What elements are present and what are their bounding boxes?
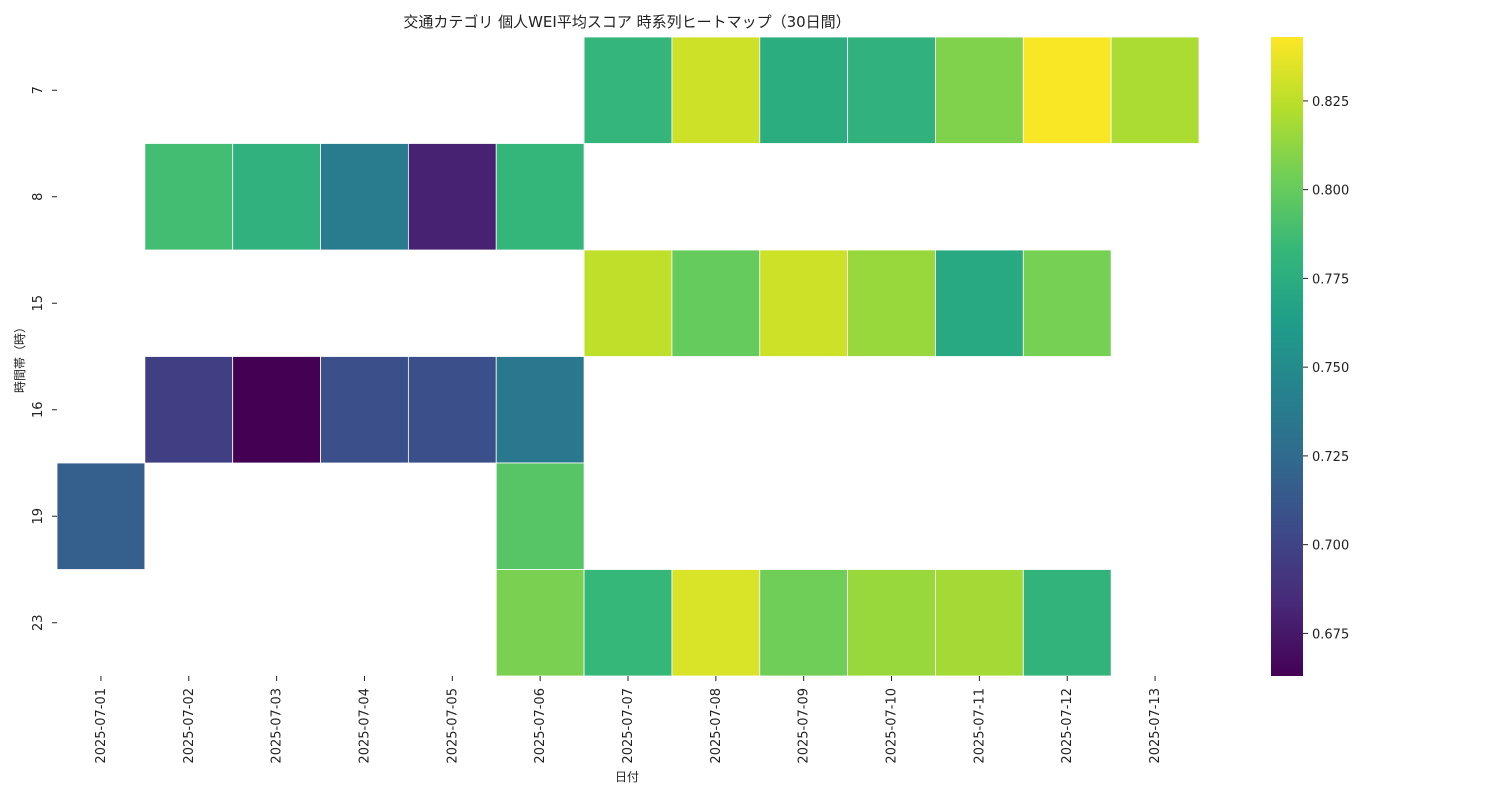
heatmap-cell [583,249,673,357]
heatmap-cell [495,569,585,677]
y-axis-ticks: 7 8 15 16 19 23 [31,86,57,631]
colorbar-tick-label: 0.750 [1312,361,1349,376]
colorbar [1271,37,1303,676]
x-tick-label: 2025-07-07 [621,688,636,764]
heatmap-cell [320,356,409,464]
x-tick-label: 2025-07-01 [94,688,109,764]
heatmap-cell [144,143,234,251]
heatmap-cell [671,36,761,144]
colorbar-tick-label: 0.675 [1312,627,1349,642]
x-axis-ticks: 2025-07-01 2025-07-02 2025-07-03 2025-07-04… [94,676,1163,764]
x-tick-label: 2025-07-10 [885,688,900,764]
x-tick-label: 2025-07-12 [1060,688,1075,764]
heatmap-cell [1022,249,1112,357]
colorbar-tick-label: 0.775 [1312,272,1349,287]
y-axis-label: 時間帯（時） [13,321,27,393]
colorbar-tick-label: 0.725 [1312,450,1349,465]
heatmap-cell [407,356,497,464]
colorbar-tick-label: 0.800 [1312,184,1349,199]
y-tick-label: 16 [31,401,46,418]
colorbar-ticks: 0.675 0.700 0.725 0.750 0.775 0.800 0.825 [1303,95,1349,642]
heatmap-cell [144,356,234,464]
heatmap-cell [56,462,146,570]
heatmap-cell [583,36,673,144]
heatmap-cell [232,143,321,251]
heatmap-cell [847,249,936,357]
chart-title: 交通カテゴリ 個人WEI平均スコア 時系列ヒートマップ（30日間） [403,13,850,31]
x-tick-label: 2025-07-02 [182,688,197,764]
x-axis-label: 日付 [615,770,639,784]
heatmap-cell [935,249,1024,357]
x-tick-label: 2025-07-09 [797,688,812,764]
heatmap-cell [1022,36,1112,144]
heatmap-cell [495,143,585,251]
heatmap-cell [320,143,409,251]
y-tick-label: 7 [31,86,46,94]
heatmap-cells [56,36,1200,677]
y-tick-label: 23 [31,614,46,631]
heatmap-cell [759,569,849,677]
heatmap-cell [935,569,1024,677]
y-tick-label: 19 [31,508,46,525]
x-tick-label: 2025-07-03 [270,688,285,764]
heatmap-cell [583,569,673,677]
heatmap-cell [847,36,936,144]
heatmap-cell [935,36,1024,144]
heatmap-cell [1110,36,1200,144]
colorbar-tick-label: 0.825 [1312,95,1349,110]
y-tick-label: 8 [31,193,46,201]
x-tick-label: 2025-07-11 [972,688,987,764]
x-tick-label: 2025-07-06 [533,688,548,764]
heatmap-cell [759,249,849,357]
heatmap-cell [847,569,936,677]
x-tick-label: 2025-07-13 [1148,688,1163,764]
x-tick-label: 2025-07-05 [445,688,460,764]
y-tick-label: 15 [31,295,46,312]
heatmap-cell [1022,569,1112,677]
heatmap-cell [495,462,585,570]
heatmap-cell [495,356,585,464]
x-tick-label: 2025-07-04 [357,688,372,764]
heatmap-cell [759,36,849,144]
heatmap-cell [671,249,761,357]
heatmap-cell [232,356,321,464]
x-tick-label: 2025-07-08 [709,688,724,764]
colorbar-tick-label: 0.700 [1312,539,1349,554]
heatmap-cell [671,569,761,677]
heatmap-cell [407,143,497,251]
